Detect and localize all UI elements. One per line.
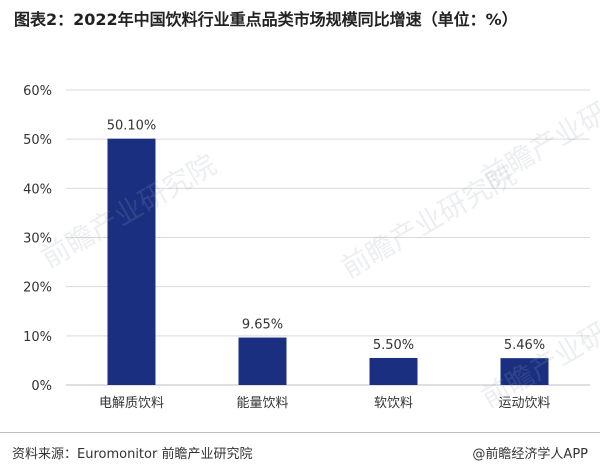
y-tick-label: 50% — [23, 133, 52, 148]
chart-title: 图表2：2022年中国饮料行业重点品类市场规模同比增速（单位：%） — [14, 10, 518, 29]
y-tick-label: 10% — [23, 330, 52, 345]
data-label: 50.10% — [107, 119, 157, 134]
bar-chart: 0% 10% 20% 30% 40% 50% 60% 50.10% 9.65% 5.50% 5.4… — [23, 84, 590, 411]
y-tick-label: 30% — [23, 232, 52, 247]
bar — [238, 337, 287, 385]
x-tick-label: 电解质饮料 — [99, 396, 164, 411]
publisher-credit: @前瞻经济学人APP — [472, 447, 588, 462]
x-tick-label: 能量饮料 — [236, 396, 288, 411]
y-tick-label: 20% — [23, 281, 52, 296]
y-axis-ticks: 0% 10% 20% 30% 40% 50% 60% — [23, 84, 52, 394]
bar — [107, 138, 156, 385]
bar — [369, 357, 418, 385]
x-tick-label: 运动饮料 — [498, 396, 550, 411]
data-label: 5.46% — [504, 338, 545, 353]
y-tick-label: 60% — [23, 84, 52, 99]
data-labels: 50.10% 9.65% 5.50% 5.46% — [107, 119, 545, 353]
bar — [500, 358, 549, 385]
bars — [107, 138, 549, 385]
y-tick-label: 0% — [31, 379, 52, 394]
data-label: 5.50% — [373, 338, 414, 353]
source-note: 资料来源：Euromonitor 前瞻产业研究院 — [12, 447, 253, 462]
data-label: 9.65% — [242, 318, 283, 333]
y-tick-label: 40% — [23, 182, 52, 197]
source-footer: 资料来源：Euromonitor 前瞻产业研究院 @前瞻经济学人APP — [0, 432, 600, 474]
x-axis-ticks: 电解质饮料 能量饮料 软饮料 运动饮料 — [99, 396, 551, 411]
x-tick-label: 软饮料 — [374, 396, 413, 411]
